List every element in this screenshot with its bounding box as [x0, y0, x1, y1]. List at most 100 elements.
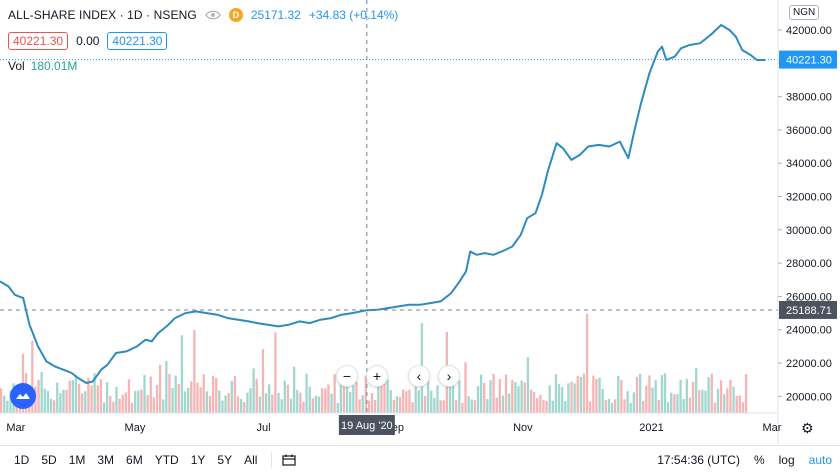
log-toggle[interactable]: log: [778, 452, 795, 467]
volume-bar: [564, 401, 567, 413]
volume-bar: [670, 392, 673, 413]
zoom-in-button[interactable]: +: [366, 365, 388, 387]
volume-bar: [386, 379, 389, 413]
volume-bar: [523, 382, 526, 413]
volume-bar: [374, 399, 377, 413]
volume-bar: [283, 380, 286, 413]
volume-bar: [146, 394, 149, 413]
volume-bar: [121, 394, 124, 413]
crosshair-date-label: 19 Aug '20: [341, 420, 393, 432]
volume-bar: [582, 373, 586, 413]
volume-bar: [483, 383, 486, 413]
volume-bar: [361, 395, 364, 413]
gear-icon[interactable]: ⚙: [801, 420, 814, 436]
y-tick-label: 42000.00: [786, 25, 832, 37]
range-all[interactable]: All: [244, 452, 258, 467]
volume-bar: [71, 380, 74, 413]
bid-ask: 40221.30 0.00 40221.30: [8, 32, 168, 50]
volume-bar: [726, 388, 729, 413]
volume-bar: [321, 388, 324, 413]
volume-bar: [470, 399, 473, 413]
range-6m[interactable]: 6M: [126, 452, 143, 467]
auto-toggle[interactable]: auto: [808, 452, 832, 467]
range-1d[interactable]: 1D: [14, 452, 30, 467]
y-tick-label: 32000.00: [786, 192, 832, 204]
volume-bar: [592, 375, 595, 413]
range-3m[interactable]: 3M: [97, 452, 115, 467]
volume-bar: [514, 381, 517, 413]
volume-bar: [629, 402, 632, 413]
volume-bar: [666, 402, 670, 413]
volume-bar: [651, 387, 654, 413]
y-tick-label: 24000.00: [786, 325, 832, 337]
volume-bar: [545, 400, 548, 413]
volume-bar: [479, 374, 483, 413]
volume-bar: [648, 375, 651, 413]
volume-bar: [495, 397, 498, 413]
range-ytd[interactable]: YTD: [154, 452, 179, 467]
volume-bar: [623, 399, 626, 413]
tradingview-logo-icon[interactable]: [10, 383, 36, 409]
volume-bar: [277, 392, 280, 413]
scroll-right-button[interactable]: ›: [438, 365, 460, 387]
volume-bar: [196, 382, 199, 413]
y-tick-label: 28000.00: [786, 258, 832, 270]
volume-bar: [735, 395, 738, 413]
volume-bar: [589, 401, 592, 413]
volume-bar: [109, 396, 112, 413]
range-5y[interactable]: 5Y: [217, 452, 233, 467]
volume-bar: [183, 391, 187, 413]
volume-bar: [292, 366, 296, 413]
volume-bar: [738, 395, 741, 413]
last-price-badge: [779, 50, 837, 69]
volume-bar: [239, 399, 243, 413]
range-1m[interactable]: 1M: [68, 452, 86, 467]
volume-bar: [74, 375, 78, 413]
volume-bar: [305, 373, 308, 413]
volume-bar: [489, 380, 492, 413]
volume-bar: [127, 379, 131, 413]
volume-bar: [638, 373, 642, 413]
crosshair-date-badge: [338, 415, 395, 435]
sell-button[interactable]: 40221.30: [8, 32, 69, 50]
buy-button[interactable]: 40221.30: [107, 32, 168, 50]
price-axis: 20000.00 22000.00 24000.00 26000.00 28000.00…: [778, 25, 832, 403]
volume-bar: [190, 381, 193, 413]
volume-bar: [165, 361, 168, 413]
volume-bar: [426, 375, 430, 413]
volume-bar: [205, 391, 209, 413]
volume-bar: [311, 398, 314, 413]
volume-bar: [289, 398, 293, 413]
range-5d[interactable]: 5D: [41, 452, 57, 467]
percent-toggle[interactable]: %: [753, 452, 765, 467]
volume-bar: [162, 399, 165, 413]
volume-bar: [707, 377, 710, 413]
volume-bar: [130, 402, 134, 413]
y-tick-label: 26000.00: [786, 291, 832, 303]
calendar-icon[interactable]: [282, 454, 297, 466]
toolbar-divider: [271, 451, 273, 468]
clock[interactable]: 17:54:36 (UTC): [657, 452, 740, 467]
volume-bar: [187, 387, 190, 413]
volume-bar: [62, 389, 65, 413]
volume-bar: [539, 394, 542, 413]
volume-bar: [327, 384, 330, 413]
volume-bar: [542, 399, 545, 413]
scroll-left-button[interactable]: ‹: [408, 365, 430, 387]
volume-bar: [511, 380, 514, 413]
volume-bar: [68, 380, 71, 413]
volume-bar: [402, 389, 405, 413]
volume-bar: [377, 378, 380, 413]
volume-bar: [654, 380, 657, 413]
volume-bar: [134, 390, 137, 413]
volume-bar: [264, 393, 268, 413]
eye-icon[interactable]: [205, 9, 221, 21]
symbol-title[interactable]: ALL-SHARE INDEX · 1D · NSENG: [8, 8, 197, 22]
volume-bar: [339, 377, 343, 413]
zoom-out-button[interactable]: −: [336, 365, 358, 387]
currency-badge[interactable]: NGN: [789, 5, 820, 20]
range-1y[interactable]: 1Y: [190, 452, 206, 467]
volume-bar: [155, 384, 159, 413]
volume-bar: [710, 373, 713, 413]
